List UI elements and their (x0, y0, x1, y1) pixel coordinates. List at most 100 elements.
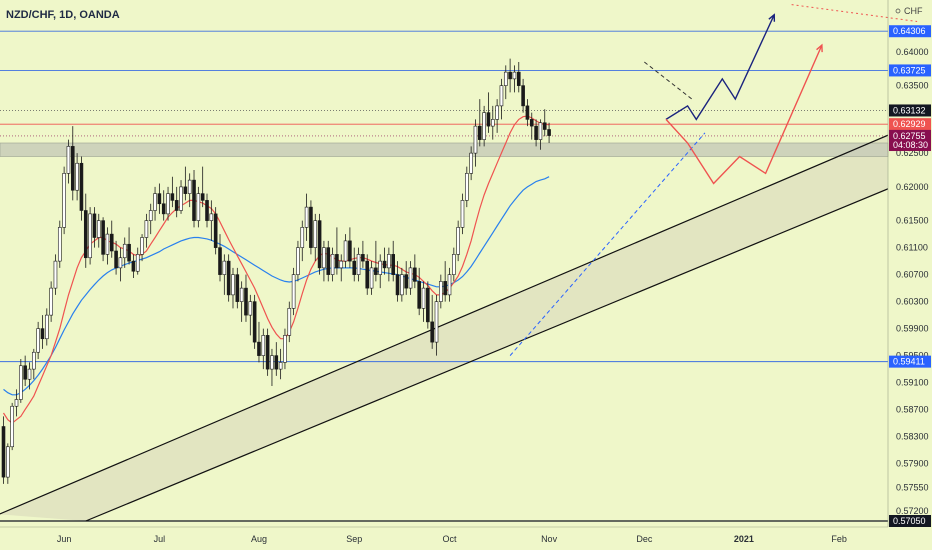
y-axis-tick-label: 0.62000 (896, 182, 929, 192)
candle-body (70, 146, 75, 191)
price-badge (889, 355, 931, 368)
candle-body (348, 240, 352, 262)
candle-body (153, 193, 157, 211)
candle-body (66, 146, 71, 174)
dotted-resistance-line[interactable] (791, 4, 918, 22)
x-axis-tick-label: Sep (346, 534, 362, 544)
candle-body (538, 122, 543, 140)
candle-body (330, 254, 335, 275)
candle-body (261, 335, 266, 356)
candle-body (265, 335, 270, 370)
projection-arrowhead (816, 43, 823, 53)
candle-body (469, 152, 473, 174)
candle-body (460, 200, 465, 228)
candle-body (222, 260, 227, 275)
candle-body (1, 426, 6, 478)
candle-body (465, 173, 469, 201)
price-badge-label: 0.63132 (893, 105, 926, 115)
y-axis-tick-label: 0.57900 (896, 459, 929, 469)
candle-body (421, 287, 426, 309)
candle-body (499, 85, 504, 107)
candle-body (6, 446, 10, 478)
candle-body (365, 260, 370, 289)
channel-upper-line[interactable] (0, 123, 917, 515)
candle-body (114, 250, 118, 269)
candle-body (101, 220, 105, 255)
candle-body (170, 193, 175, 201)
channel-lower-line[interactable] (85, 177, 917, 522)
candle-body (10, 405, 14, 448)
candle-body (140, 237, 144, 255)
candle-body (192, 179, 196, 221)
candle-body (508, 71, 512, 80)
channel-band (0, 135, 888, 521)
candle-body (27, 368, 32, 380)
candle-body (218, 247, 222, 275)
candle-body (88, 213, 92, 259)
candle-body (395, 274, 400, 296)
candle-body (516, 71, 521, 86)
currency-icon (895, 8, 901, 14)
candle-body (529, 119, 534, 127)
candle-body (40, 328, 45, 340)
candle-body (447, 274, 452, 296)
candle-body (148, 210, 153, 221)
candle-body (183, 186, 188, 194)
candle-body (339, 260, 344, 269)
candle-body (317, 220, 322, 269)
candle-body (378, 260, 383, 275)
candle-body (322, 247, 326, 269)
candle-body (166, 193, 170, 215)
candle-body (313, 220, 318, 248)
price-badge (889, 139, 931, 152)
candle-body (278, 362, 283, 370)
candle-body (426, 287, 430, 323)
candle-body (400, 274, 404, 296)
dashed-pullback-line[interactable] (644, 61, 693, 100)
y-axis-tick-label: 0.60300 (896, 297, 929, 307)
y-axis-tick-label: 0.59100 (896, 378, 929, 388)
candle-body (200, 193, 205, 201)
candle-body (19, 365, 23, 400)
price-badge (889, 25, 931, 38)
candle-body (503, 71, 508, 86)
candle-body (131, 260, 136, 272)
candle-body (92, 213, 97, 238)
candle-body (430, 321, 434, 343)
y-axis-tick-label: 0.62500 (896, 148, 929, 158)
alternate-projection-path[interactable] (665, 44, 823, 185)
chart-title: NZD/CHF, 1D, OANDA (6, 9, 120, 21)
candle-body (32, 351, 36, 370)
candle-body (356, 254, 361, 275)
candle-body (244, 287, 248, 316)
bullish-projection-path[interactable] (665, 14, 775, 121)
candle-body (542, 122, 547, 130)
candle-body (443, 281, 447, 296)
candle-body (482, 112, 486, 140)
candle-body (434, 301, 439, 343)
candle-body (239, 287, 244, 302)
candle-body (235, 274, 240, 302)
price-badge-label: 0.64306 (893, 26, 926, 36)
candle-body (62, 173, 66, 228)
candle-body (79, 162, 84, 211)
candle-body (490, 119, 495, 127)
candle-body (105, 233, 110, 255)
candle-body (23, 365, 27, 380)
candle-body (257, 341, 261, 356)
price-badge-label: 0.63725 (893, 65, 926, 75)
dashed-trendline[interactable] (509, 132, 706, 356)
x-axis-tick-label: 2021 (734, 534, 754, 544)
candle-body (534, 125, 538, 140)
candle-body (144, 220, 149, 238)
ma-slow-line (3, 176, 550, 396)
candle-body (179, 186, 183, 211)
candle-body (96, 220, 101, 238)
candle-body (248, 301, 253, 316)
x-axis-tick-label: Aug (251, 534, 267, 544)
candle-body (53, 260, 58, 289)
candle-body (408, 267, 413, 289)
candle-body (352, 260, 357, 275)
candle-body (495, 105, 499, 120)
